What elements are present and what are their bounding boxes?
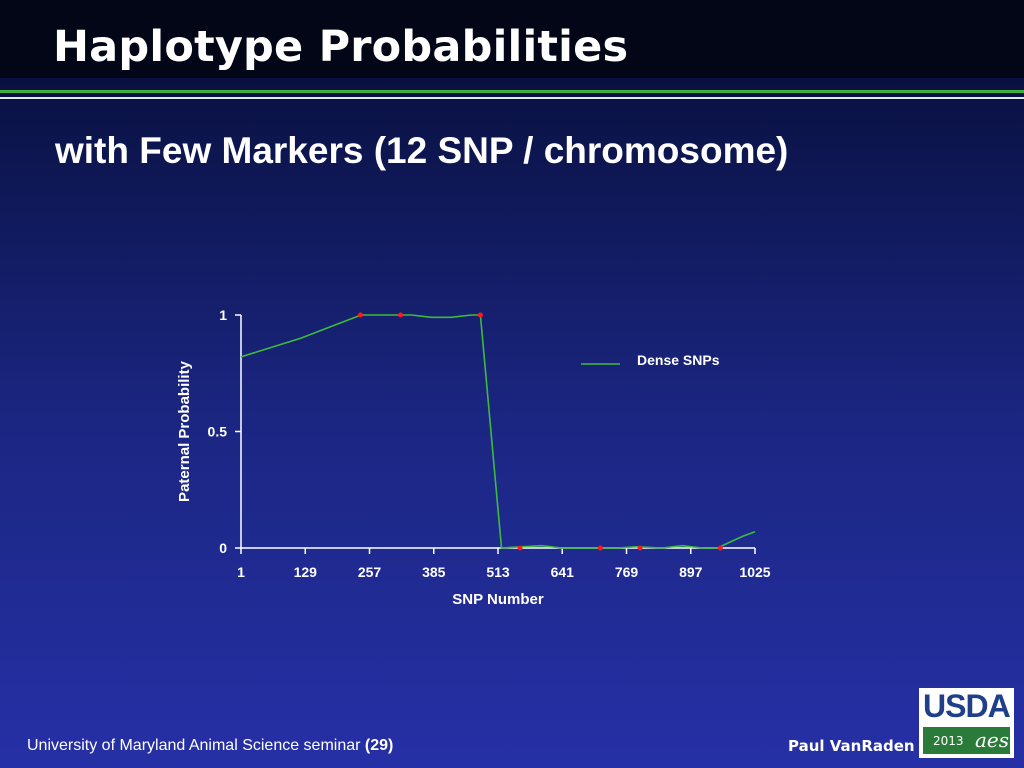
footer-seminar: University of Maryland Animal Science se… (27, 737, 393, 755)
slide-subtitle: with Few Markers (12 SNP / chromosome) (55, 130, 789, 171)
footer-author: Paul VanRaden (788, 737, 915, 755)
slide-title: Haplotype Probabilities (53, 22, 629, 72)
snp-marker-point (398, 312, 404, 318)
chart-series (240, 314, 756, 549)
title-bar (0, 0, 1024, 78)
usda-logo-mark: aes (975, 728, 1010, 752)
snp-marker-point (637, 545, 643, 551)
snp-marker-point (357, 312, 363, 318)
x-tick-label: 513 (486, 564, 510, 580)
footer-seminar-text: University of Maryland Animal Science se… (27, 737, 365, 754)
snp-marker-point (477, 312, 483, 318)
chart-labels: 1 129 257 385 513 641 769 897 1025 0 0.5 1 SNP Numbe… (176, 307, 771, 608)
usda-logo-band (923, 727, 1010, 754)
title-divider-green (0, 90, 1024, 93)
x-tick-label: 129 (294, 564, 318, 580)
snp-marker-point (597, 545, 603, 551)
snp-marker-point (717, 545, 723, 551)
y-tick-label: 0 (219, 540, 227, 556)
usda-logo-text: USDA (923, 688, 1011, 724)
x-tick-label: 257 (358, 564, 382, 580)
x-tick-label: 1025 (739, 564, 770, 580)
x-tick-label: 1 (237, 564, 245, 580)
y-tick-label: 1 (219, 307, 227, 323)
x-axis-label: SNP Number (452, 591, 544, 608)
x-tick-label: 769 (615, 564, 639, 580)
footer-page-number: (29) (364, 737, 394, 754)
y-tick-label: 0.5 (208, 424, 228, 440)
x-tick-label: 897 (679, 564, 703, 580)
chart-markers (357, 312, 723, 551)
legend-label: Dense SNPs (637, 352, 720, 368)
x-tick-label: 385 (422, 564, 446, 580)
x-tick-label: 641 (551, 564, 575, 580)
chart-axes (235, 314, 756, 554)
usda-logo-year: 2013 (933, 734, 964, 748)
y-axis-label: Paternal Probability (176, 360, 193, 502)
title-divider-white (0, 97, 1024, 99)
snp-marker-point (517, 545, 523, 551)
series-line-dense-snps (240, 314, 756, 549)
usda-logo: USDA 2013 aes (919, 688, 1014, 758)
